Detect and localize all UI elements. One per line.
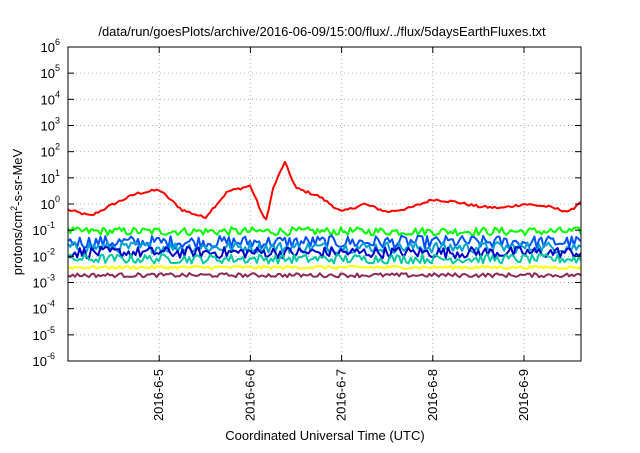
y-axis-ticks: 10-6 10-5 10-4 10-3 10-2 10-1 100 101 102 103 104 1…: [33, 37, 581, 369]
chart-title: /data/run/goesPlots/archive/2016-06-09/1…: [98, 24, 546, 39]
series-line-5: [67, 245, 582, 260]
series-line-2: [67, 226, 582, 237]
y-axis-label-superscript: 2: [9, 206, 19, 211]
y-tick-label: 10-6: [33, 351, 55, 369]
y-tick-label: 10-5: [33, 325, 55, 343]
y-tick-label: 102: [41, 142, 60, 160]
y-tick-label: 106: [41, 37, 60, 55]
series-layer: [67, 160, 582, 279]
x-tick-label: 2016-6-7: [334, 369, 349, 421]
y-tick-label: 103: [41, 116, 60, 134]
y-tick-label: 100: [41, 194, 60, 212]
x-tick-label: 2016-6-5: [151, 369, 166, 421]
y-tick-label: 101: [41, 168, 60, 186]
x-tick-label: 2016-6-9: [516, 369, 531, 421]
series-line-3: [67, 234, 582, 250]
y-tick-label: 10-4: [33, 299, 55, 317]
y-axis-label: protons/cm2-s-sr-MeV: [9, 148, 25, 275]
y-tick-label: 104: [41, 89, 60, 107]
series-line-1: [67, 160, 582, 221]
x-axis-ticks: 2016-6-5 2016-6-6 2016-6-7 2016-6-8 2016-6-9: [151, 47, 531, 421]
series-line-6: [67, 253, 582, 265]
grid-lines: [68, 47, 581, 361]
x-tick-label: 2016-6-6: [242, 369, 257, 421]
series-line-7: [67, 264, 582, 270]
y-tick-label: 10-3: [33, 273, 55, 291]
y-tick-label: 10-2: [33, 246, 55, 264]
y-axis-label-base: protons/cm: [10, 211, 25, 275]
x-tick-label: 2016-6-8: [425, 369, 440, 421]
x-axis-label: Coordinated Universal Time (UTC): [225, 428, 424, 443]
y-tick-label: 10-1: [33, 220, 55, 238]
y-axis-label-rest: -s-sr-MeV: [10, 148, 25, 205]
series-line-8: [67, 272, 582, 279]
y-tick-label: 105: [41, 63, 60, 81]
